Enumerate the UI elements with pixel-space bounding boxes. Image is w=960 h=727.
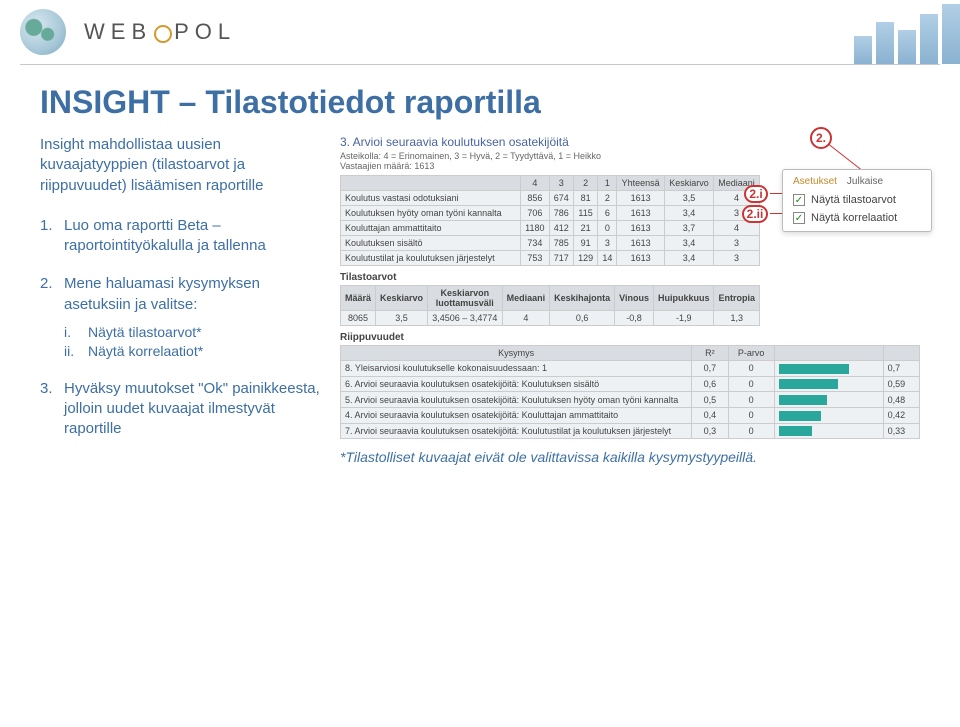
intro-text: Insight mahdollistaa uusien kuvaajatyypp… [40,135,320,196]
ratings-table: 4321YhteensäKeskiarvoMediaani Koulutus v… [340,175,760,266]
header-divider [20,64,940,65]
substeps: i.Näytä tilastoarvot* ii.Näytä korrelaat… [64,323,320,361]
correlation-bar [779,411,821,421]
badge-2: 2. [810,127,832,149]
popup-option-korrelaatiot[interactable]: ✓ Näytä korrelaatiot [783,209,931,227]
brand-wordmark: WEB POL [84,19,236,45]
badge-2i: 2.i [744,185,768,203]
globe-logo [20,9,66,55]
brand-part-a: WEB [84,19,152,45]
decorative-bars [854,0,960,64]
badge-2ii: 2.ii [742,205,768,223]
dependencies-heading: Riippuvuudet [340,332,920,343]
correlation-bar [779,426,812,436]
screenshot-panel: 2. 2.i 2.ii Asetukset Julkaise ✓ Näytä t… [340,135,920,465]
popup-header: Asetukset Julkaise [783,174,931,191]
step-1: 1. Luo oma raportti Beta – raportointity… [40,216,320,257]
app-header: WEB POL [0,0,960,64]
instruction-column: Insight mahdollistaa uusien kuvaajatyypp… [40,135,320,465]
popup-tab-julkaise[interactable]: Julkaise [847,176,883,187]
correlation-bar [779,364,849,374]
page-title: INSIGHT – Tilastotiedot raportilla [0,64,960,135]
dependencies-table: KysymysR²P-arvo 8. Yleisarviosi koulutuk… [340,345,920,439]
stats-heading: Tilastoarvot [340,272,920,283]
correlation-bar [779,379,838,389]
correlation-bar [779,395,827,405]
step-2: 2. Mene haluamasi kysymyksen asetuksiin … [40,274,320,315]
checkbox-checked-icon[interactable]: ✓ [793,194,805,206]
brand-ring-icon [154,25,172,43]
footnote: *Tilastolliset kuvaajat eivät ole valitt… [340,449,920,465]
popup-tab-asetukset[interactable]: Asetukset [793,176,837,187]
step-3: 3. Hyväksy muutokset "Ok" painikkeesta, … [40,379,320,440]
popup-option-tilastoarvot[interactable]: ✓ Näytä tilastoarvot [783,191,931,209]
stats-table: MääräKeskiarvoKeskiarvon luottamusväliMe… [340,285,760,326]
brand-part-b: POL [174,19,236,45]
settings-popup: Asetukset Julkaise ✓ Näytä tilastoarvot … [782,169,932,232]
checkbox-checked-icon[interactable]: ✓ [793,212,805,224]
scale-legend: Asteikolla: 4 = Erinomainen, 3 = Hyvä, 2… [340,151,920,161]
